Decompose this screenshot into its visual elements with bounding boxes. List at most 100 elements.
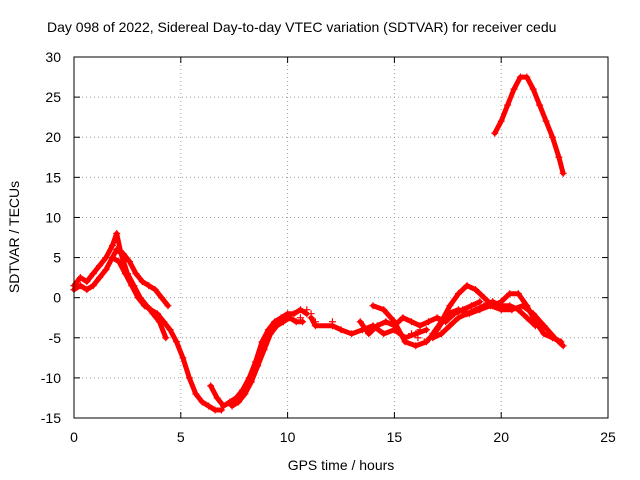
data-point xyxy=(422,326,430,334)
data-point xyxy=(198,398,206,406)
data-point xyxy=(516,73,524,81)
data-point xyxy=(134,294,142,302)
data-point xyxy=(369,302,377,310)
data-point xyxy=(480,302,488,310)
scatter-point xyxy=(328,318,336,326)
data-point xyxy=(145,282,153,290)
x-tick-labels: 0 5 10 15 20 25 xyxy=(70,429,616,445)
chart-title: Day 098 of 2022, Sidereal Day-to-day VTE… xyxy=(47,19,556,35)
y-tick-label: 20 xyxy=(45,129,61,145)
y-axis-title: SDTVAR / TECUs xyxy=(6,181,22,293)
data-point xyxy=(529,85,537,93)
data-point xyxy=(83,278,91,286)
scatter-point xyxy=(416,326,424,334)
series-track-4 xyxy=(207,306,311,410)
data-point xyxy=(504,101,512,109)
y-tick-label: -10 xyxy=(41,370,61,386)
data-point xyxy=(147,306,155,314)
data-point xyxy=(299,318,307,326)
data-point xyxy=(506,290,514,298)
y-tick-label: 30 xyxy=(45,49,61,65)
data-point xyxy=(102,254,110,262)
data-point xyxy=(220,402,228,410)
y-tick-label: 0 xyxy=(53,290,61,306)
data-point xyxy=(153,310,161,318)
data-point xyxy=(121,270,129,278)
data-point xyxy=(286,314,294,322)
data-point xyxy=(542,117,550,125)
scatter-point xyxy=(420,338,428,346)
data-point xyxy=(192,390,200,398)
data-point xyxy=(373,322,381,330)
data-point xyxy=(523,73,531,81)
data-point xyxy=(380,330,388,338)
y-tick-label: -15 xyxy=(41,410,61,426)
x-tick-label: 10 xyxy=(280,429,296,445)
data-point xyxy=(510,85,518,93)
data-point xyxy=(108,254,116,262)
data-point xyxy=(267,330,275,338)
data-point xyxy=(128,282,136,290)
plot-frame xyxy=(73,56,609,419)
series-line xyxy=(492,74,566,176)
data-point xyxy=(76,274,84,282)
data-point xyxy=(348,330,356,338)
data-point xyxy=(446,302,454,310)
data-point xyxy=(514,306,522,314)
data-point xyxy=(382,318,390,326)
data-point xyxy=(463,310,471,318)
data-series xyxy=(70,73,567,414)
data-point xyxy=(89,270,97,278)
y-tick-label: 25 xyxy=(45,89,61,105)
x-tick-label: 25 xyxy=(600,429,616,445)
x-tick-label: 15 xyxy=(387,429,403,445)
data-point xyxy=(228,402,236,410)
data-point xyxy=(102,266,110,274)
data-point xyxy=(467,302,475,310)
data-point xyxy=(555,153,563,161)
data-point xyxy=(162,334,170,342)
data-point xyxy=(166,326,174,334)
data-point xyxy=(497,302,505,310)
data-point xyxy=(217,406,225,414)
data-point xyxy=(491,129,499,137)
data-point xyxy=(292,318,300,326)
scatter-point xyxy=(311,318,319,326)
data-point xyxy=(540,330,548,338)
data-point xyxy=(489,298,497,306)
data-point xyxy=(279,318,287,326)
data-point xyxy=(548,133,556,141)
data-point xyxy=(454,290,462,298)
data-point xyxy=(514,290,522,298)
data-point xyxy=(205,402,213,410)
data-point xyxy=(472,286,480,294)
series-line xyxy=(229,315,306,409)
data-point xyxy=(185,374,193,382)
data-point xyxy=(401,338,409,346)
series-line xyxy=(71,247,171,309)
data-point xyxy=(506,302,514,310)
data-point xyxy=(559,169,567,177)
data-point xyxy=(536,101,544,109)
data-point xyxy=(211,406,219,414)
data-point xyxy=(179,354,187,362)
data-point xyxy=(433,314,441,322)
data-point xyxy=(207,382,215,390)
series-track-3 xyxy=(108,254,225,414)
data-point xyxy=(365,330,373,338)
data-point xyxy=(234,398,242,406)
data-point xyxy=(454,314,462,322)
data-point xyxy=(260,346,268,354)
axis-ticks xyxy=(73,56,609,419)
data-point xyxy=(151,286,159,294)
data-point xyxy=(119,250,127,258)
scatter-point xyxy=(296,314,304,322)
data-point xyxy=(356,318,364,326)
data-point xyxy=(113,229,121,237)
data-point xyxy=(557,338,565,346)
data-point xyxy=(138,278,146,286)
data-point xyxy=(523,314,531,322)
data-point xyxy=(158,294,166,302)
